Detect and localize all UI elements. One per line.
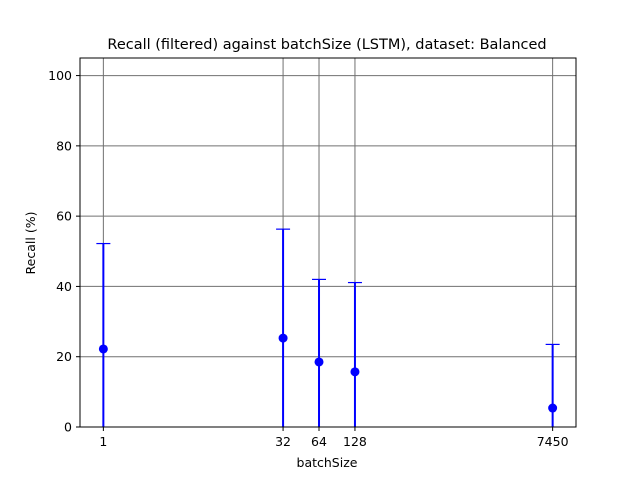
x-tick-label: 7450 [537, 434, 569, 449]
data-point [314, 357, 324, 367]
grid [80, 58, 576, 428]
y-tick-label: 80 [56, 138, 72, 153]
data-point [548, 403, 558, 413]
data-point [278, 333, 288, 343]
y-tick-label: 40 [56, 279, 72, 294]
data-point [98, 344, 108, 354]
error-bars [96, 228, 560, 427]
x-tick-label: 1 [99, 434, 107, 449]
ticks: 0 20 40 60 80 100 1 32 64 128 7450 [48, 68, 568, 449]
x-tick-label: 32 [275, 434, 291, 449]
y-tick-label: 100 [48, 68, 72, 83]
y-axis-label: Recall (%) [23, 212, 38, 275]
plot-frame [79, 57, 577, 428]
data-point [350, 367, 360, 377]
y-tick-label: 20 [56, 349, 72, 364]
y-tick-label: 0 [64, 420, 72, 435]
x-tick-label: 128 [343, 434, 367, 449]
x-tick-label: 64 [311, 434, 327, 449]
x-axis-label: batchSize [297, 455, 358, 470]
data-points [98, 333, 558, 413]
y-tick-label: 60 [56, 209, 72, 224]
chart-title: Recall (filtered) against batchSize (LST… [107, 37, 546, 53]
